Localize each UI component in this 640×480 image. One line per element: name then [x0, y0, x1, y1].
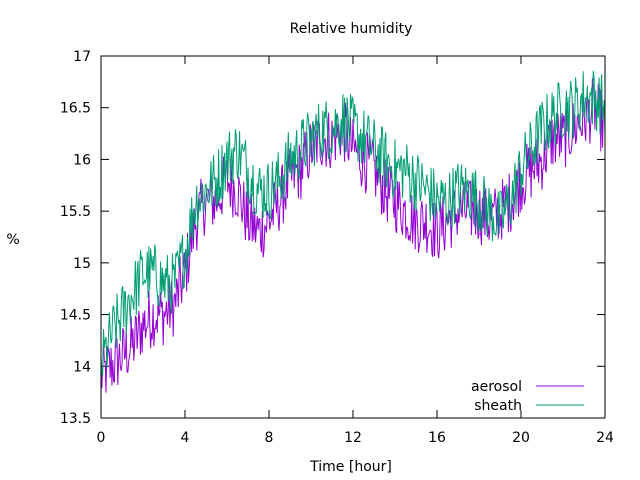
- y-tick-label: 14.5: [60, 308, 91, 324]
- y-tick-label: 15.5: [60, 204, 91, 220]
- legend-label-sheath: sheath: [474, 398, 522, 414]
- x-tick-label: 16: [428, 430, 446, 446]
- y-tick-label: 13.5: [60, 411, 91, 427]
- y-tick-label: 17: [73, 49, 91, 65]
- x-axis-label: Time [hour]: [309, 459, 392, 475]
- x-tick-label: 24: [596, 430, 614, 446]
- series-line-aerosol: [100, 78, 606, 393]
- axis-ticks: 13.5 14 14.5 15 15.5 16 16.5 17 0 4 8 12 16 20 24: [60, 49, 614, 446]
- legend: aerosol sheath: [471, 379, 584, 414]
- y-axis-label: %: [6, 232, 19, 248]
- x-tick-label: 12: [344, 430, 362, 446]
- chart-title: Relative humidity: [290, 21, 413, 37]
- y-tick-label: 16.5: [60, 101, 91, 117]
- x-tick-label: 0: [97, 430, 106, 446]
- y-tick-label: 14: [73, 359, 91, 375]
- x-tick-label: 4: [181, 430, 190, 446]
- series-line-sheath: [100, 70, 606, 377]
- series-group: [100, 70, 606, 393]
- legend-label-aerosol: aerosol: [471, 379, 522, 395]
- y-tick-label: 15: [73, 256, 91, 272]
- y-tick-label: 16: [73, 152, 91, 168]
- plot-frame: [100, 55, 606, 419]
- x-tick-label: 20: [512, 430, 530, 446]
- x-tick-label: 8: [265, 430, 274, 446]
